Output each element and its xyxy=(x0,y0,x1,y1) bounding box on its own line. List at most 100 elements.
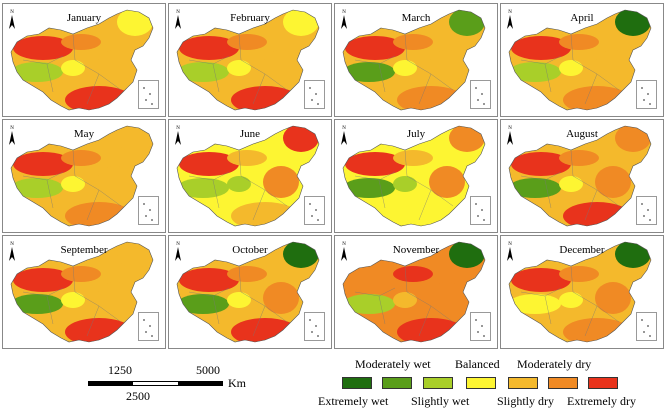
region-inner-mongolia xyxy=(559,34,599,50)
region-northwest xyxy=(13,152,73,176)
region-south xyxy=(65,202,133,226)
region-tibet xyxy=(509,178,561,198)
month-label: May xyxy=(73,128,95,140)
region-east xyxy=(595,282,631,314)
scale-bar-segments xyxy=(88,381,223,386)
china-border xyxy=(176,241,320,343)
month-label: August xyxy=(566,128,598,140)
region-northwest xyxy=(511,152,571,176)
north-label: N xyxy=(342,242,346,247)
north-label: N xyxy=(176,10,180,15)
region-central xyxy=(393,60,417,76)
region-tibet xyxy=(177,294,229,314)
region-northwest xyxy=(13,36,73,60)
north-arrow-icon: N xyxy=(174,126,182,145)
region-east xyxy=(97,282,133,314)
china-border xyxy=(10,125,154,227)
legend-swatch-slightly-dry xyxy=(508,377,538,389)
region-tibet xyxy=(11,62,63,82)
month-label: April xyxy=(570,12,594,24)
month-panel-october: N October xyxy=(168,235,332,349)
china-map xyxy=(10,125,154,227)
region-south xyxy=(65,86,133,110)
region-south xyxy=(397,86,465,110)
north-label: N xyxy=(176,126,180,131)
region-central xyxy=(559,60,583,76)
china-map xyxy=(508,241,652,343)
south-china-sea-inset xyxy=(636,312,657,341)
province-lines xyxy=(188,149,288,221)
region-northwest xyxy=(345,36,405,60)
scale-label-5000: 5000 xyxy=(196,363,220,377)
month-label: November xyxy=(392,244,440,256)
north-arrow-icon: N xyxy=(506,126,514,145)
scale-label-1250: 1250 xyxy=(108,363,132,377)
province-lines xyxy=(354,149,454,221)
north-label: N xyxy=(508,126,512,131)
south-china-sea-inset xyxy=(470,80,491,109)
china-map xyxy=(10,241,154,343)
region-central xyxy=(559,292,583,308)
province-lines xyxy=(520,33,620,105)
province-lines xyxy=(188,265,288,337)
region-tibet xyxy=(11,178,63,198)
north-arrow-icon: N xyxy=(506,10,514,29)
province-lines xyxy=(354,265,454,337)
region-inner-mongolia xyxy=(227,34,267,50)
month-label: January xyxy=(66,12,102,24)
legend-swatch-balanced xyxy=(466,377,496,389)
china-map xyxy=(508,9,652,111)
south-china-sea-inset xyxy=(304,312,325,341)
region-northwest xyxy=(345,152,405,176)
south-china-sea-inset xyxy=(636,80,657,109)
region-central xyxy=(61,176,85,192)
legend-label-moderately-wet: Moderately wet xyxy=(355,357,431,371)
region-south xyxy=(397,202,465,226)
region-tibet xyxy=(11,294,63,314)
south-china-sea-inset xyxy=(138,312,159,341)
north-label: N xyxy=(508,242,512,247)
legend-swatch-moderately-dry xyxy=(548,377,578,389)
china-border xyxy=(342,125,486,227)
region-central xyxy=(61,60,85,76)
china-border xyxy=(176,125,320,227)
north-label: N xyxy=(10,126,14,131)
south-china-sea-inset xyxy=(138,196,159,225)
region-central xyxy=(227,176,251,192)
month-panel-november: N November xyxy=(334,235,498,349)
month-label: July xyxy=(406,128,426,140)
south-china-sea-inset xyxy=(636,196,657,225)
region-inner-mongolia xyxy=(61,266,101,282)
month-panel-august: N August xyxy=(500,119,664,233)
month-panel-december: N December xyxy=(500,235,664,349)
china-border xyxy=(508,125,652,227)
region-east xyxy=(429,50,465,82)
north-label: N xyxy=(176,242,180,247)
region-northwest xyxy=(179,268,239,292)
south-china-sea-inset xyxy=(470,196,491,225)
month-panel-september: N September xyxy=(2,235,166,349)
north-arrow-icon: N xyxy=(8,126,16,145)
north-arrow-icon: N xyxy=(340,10,348,29)
province-lines xyxy=(22,265,122,337)
north-arrow-icon: N xyxy=(506,242,514,261)
scale-bar: 1250 5000 Km 2500 xyxy=(88,363,328,413)
legend-label-balanced: Balanced xyxy=(455,357,500,371)
china-border xyxy=(342,9,486,111)
month-label: February xyxy=(230,12,270,24)
province-lines xyxy=(354,33,454,105)
legend-label-moderately-dry: Moderately dry xyxy=(517,357,592,371)
region-tibet xyxy=(343,62,395,82)
china-map xyxy=(176,241,320,343)
region-tibet xyxy=(343,178,395,198)
region-inner-mongolia xyxy=(227,266,267,282)
south-china-sea-inset xyxy=(304,80,325,109)
region-northwest xyxy=(13,268,73,292)
month-label: March xyxy=(401,12,431,24)
region-central xyxy=(393,176,417,192)
scale-unit: Km xyxy=(228,376,246,390)
china-border xyxy=(10,9,154,111)
month-panel-april: N April xyxy=(500,3,664,117)
legend-swatch-extremely-dry xyxy=(588,377,618,389)
region-northwest xyxy=(345,268,405,292)
